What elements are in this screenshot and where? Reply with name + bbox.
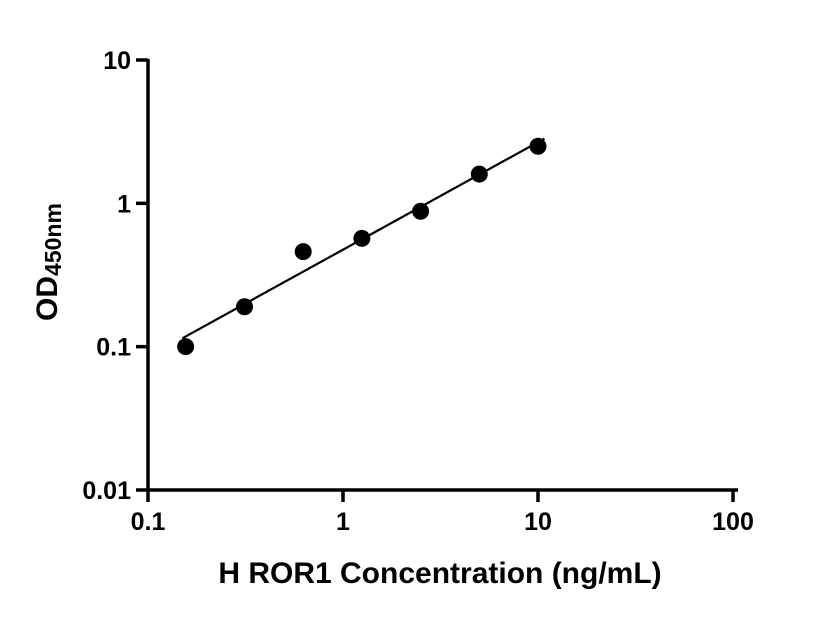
y-tick-label: 10 [103, 47, 131, 75]
data-point [235, 298, 253, 316]
x-axis-title: H ROR1 Concentration (ng/mL) [218, 557, 662, 590]
y-axis-title: OD450nm [31, 203, 66, 321]
y-axis-title-subscript: 450nm [40, 203, 66, 276]
x-tick-label: 1 [336, 508, 350, 536]
x-tick-label: 100 [712, 508, 754, 536]
data-point [470, 165, 488, 183]
y-tick-label: 0.1 [96, 334, 131, 362]
x-tick-label: 10 [524, 508, 552, 536]
data-point [294, 243, 312, 261]
y-axis-title-main: OD [31, 275, 64, 321]
data-point [177, 338, 195, 356]
data-point [353, 229, 371, 247]
x-tick-label: 0.1 [131, 508, 166, 536]
y-tick-label: 1 [117, 190, 131, 218]
data-point [412, 202, 430, 220]
y-tick-label: 0.01 [82, 477, 131, 505]
data-point [529, 137, 547, 155]
